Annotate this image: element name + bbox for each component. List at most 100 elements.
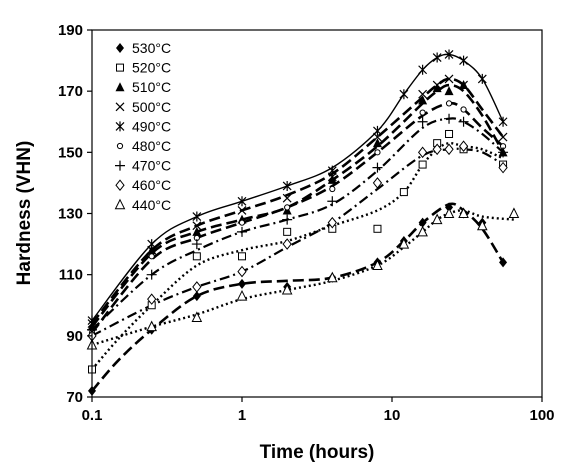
data-point-s7-8	[432, 143, 442, 156]
data-point-s6-7	[417, 116, 428, 127]
data-point-s1-7	[399, 188, 408, 197]
data-point-s8-11	[458, 207, 469, 218]
data-point-s6-8	[444, 113, 455, 124]
data-point-s4-5	[327, 165, 337, 176]
legend-label-1: 520°C	[132, 60, 171, 76]
legend-marker-8	[114, 198, 126, 210]
data-point-s3-2	[192, 221, 202, 231]
data-point-s4-6	[373, 125, 382, 136]
data-point-s4-12	[477, 73, 487, 84]
data-point-s1-8	[418, 160, 427, 169]
y-tick-label: 150	[58, 144, 83, 161]
data-point-s1-3	[238, 252, 246, 261]
data-point-s5-7	[419, 109, 426, 116]
data-point-s5-6	[374, 149, 381, 156]
data-point-s6-10	[498, 147, 509, 158]
data-point-s6-1	[146, 269, 157, 280]
data-point-s3-7	[418, 89, 428, 99]
data-point-s7-1	[147, 293, 157, 305]
data-point-s8-12	[476, 219, 488, 231]
data-point-s7-5	[327, 216, 337, 229]
data-point-s5-4	[284, 204, 291, 211]
data-point-s3-8	[432, 80, 442, 90]
legend-label-8: 440°C	[132, 197, 171, 213]
data-point-s8-13	[508, 207, 520, 218]
legend-label-7: 460°C	[132, 177, 171, 193]
legend-label-0: 530°C	[132, 40, 171, 56]
legend-marker-0	[116, 43, 124, 53]
data-point-s4-1	[147, 239, 157, 250]
data-point-s2-7	[418, 95, 428, 105]
x-tick-label: 1	[238, 407, 246, 424]
data-point-s8-10	[443, 207, 455, 218]
data-point-s8-8	[417, 225, 428, 237]
data-point-s4-2	[192, 211, 202, 222]
y-tick-label: 130	[58, 206, 83, 223]
data-point-s3-4	[282, 193, 292, 203]
legend-marker-7	[115, 179, 125, 192]
data-point-s8-5	[326, 271, 338, 283]
data-point-s8-9	[431, 213, 443, 225]
legend-label-4: 490°C	[132, 118, 171, 134]
data-point-s0-12	[499, 257, 508, 268]
y-tick-label: 110	[59, 267, 83, 284]
y-tick-label: 190	[58, 22, 83, 39]
legend-label-6: 470°C	[132, 158, 171, 174]
data-point-s2-8	[432, 83, 442, 93]
data-point-s0-8	[418, 217, 427, 228]
data-point-s6-4	[282, 214, 293, 225]
data-point-s3-11	[498, 132, 508, 142]
data-point-s7-11	[498, 161, 508, 174]
data-point-s5-1	[148, 253, 155, 260]
legend-label-5: 480°C	[132, 138, 171, 154]
data-point-s2-9	[444, 86, 454, 96]
data-point-s7-2	[192, 281, 202, 293]
data-point-s8-3	[236, 289, 248, 301]
legend-marker-2	[115, 82, 125, 92]
data-point-s1-6	[373, 224, 382, 233]
data-point-s3-9	[444, 74, 454, 84]
data-point-s2-5	[327, 174, 337, 184]
data-point-s4-8	[418, 64, 428, 75]
data-point-s5-3	[238, 219, 246, 226]
data-point-s4-4	[282, 180, 292, 191]
data-point-s4-13	[498, 116, 508, 127]
data-point-s0-2	[192, 291, 201, 302]
x-axis-title: Time (hours)	[260, 442, 375, 463]
data-point-s8-4	[281, 283, 293, 295]
y-tick-label: 170	[58, 83, 83, 100]
data-point-s1-10	[445, 129, 454, 138]
legend: 530°C 520°C 510°C 500°C 490°C 480°C 470°C 460°C…	[114, 40, 171, 213]
data-point-s7-3	[237, 265, 247, 278]
legend-label-3: 500°C	[132, 99, 171, 115]
data-point-s8-2	[191, 311, 203, 322]
x-tick-label: 10	[384, 407, 401, 424]
data-point-s6-9	[458, 116, 469, 127]
x-tick-label: 100	[529, 407, 554, 424]
data-point-s7-9	[444, 143, 454, 156]
data-point-s4-10	[444, 49, 454, 60]
legend-marker-5	[116, 142, 124, 150]
data-point-s3-3	[237, 206, 247, 215]
data-point-s5-9	[460, 106, 467, 113]
legend-marker-4	[115, 121, 125, 132]
x-tick-label: 0.1	[82, 407, 103, 424]
data-point-s4-11	[459, 55, 468, 66]
legend-marker-1	[116, 63, 124, 72]
data-point-s8-6	[372, 259, 383, 270]
data-point-s8-1	[146, 320, 158, 332]
data-point-s6-3	[237, 226, 247, 237]
data-point-s6-2	[191, 239, 202, 250]
legend-label-2: 510°C	[132, 79, 171, 95]
markers-layer	[86, 49, 520, 396]
data-point-s7-7	[417, 146, 428, 159]
y-tick-label: 70	[66, 389, 83, 406]
legend-marker-6	[115, 160, 125, 171]
data-point-s7-4	[282, 238, 292, 250]
data-point-s6-6	[372, 162, 383, 173]
data-point-s7-10	[458, 140, 469, 153]
data-point-s4-9	[432, 52, 442, 63]
